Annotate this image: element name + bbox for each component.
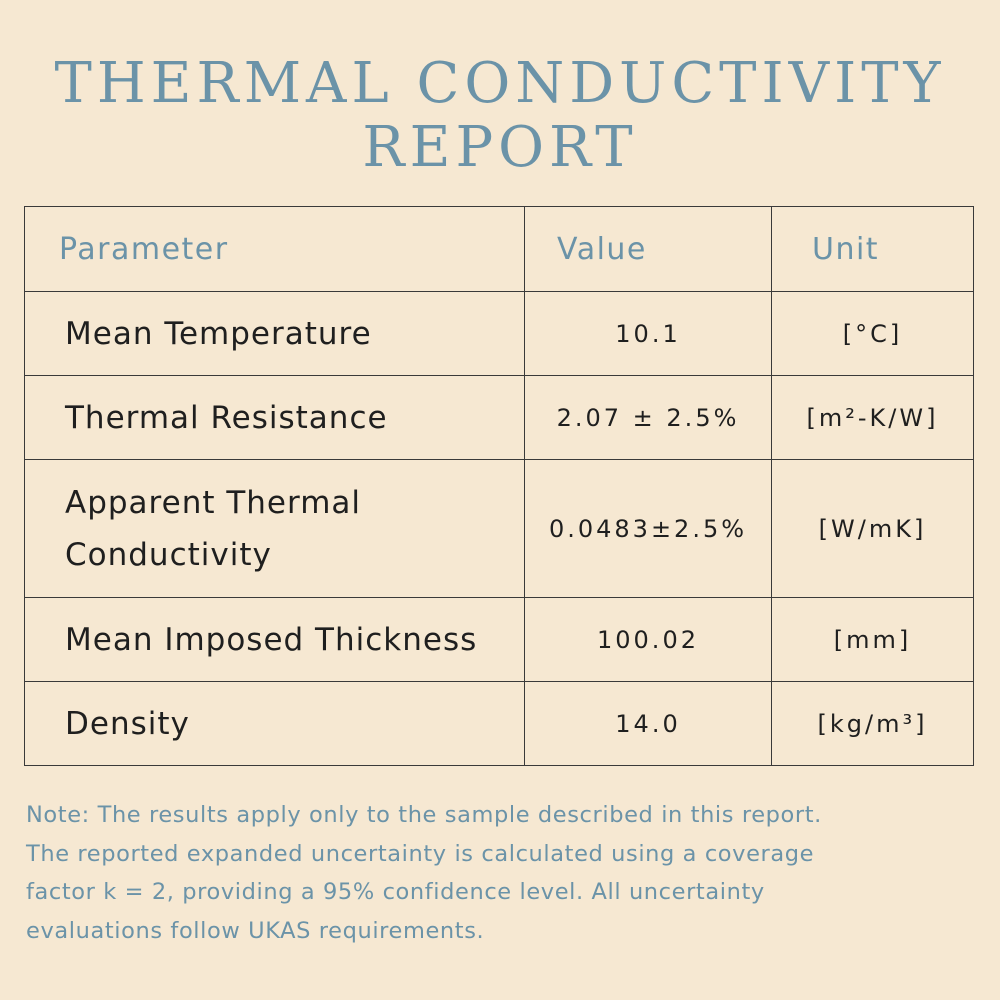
row-value: 2.07 ± 2.5% xyxy=(524,375,772,460)
table-row: Thermal Resistance 2.07 ± 2.5% [m²-K/W] xyxy=(24,375,974,460)
row-parameter-line-2: Conductivity xyxy=(65,536,272,573)
row-value: 10.1 xyxy=(524,291,772,376)
header-parameter: Parameter xyxy=(24,206,525,292)
row-parameter: Mean Imposed Thickness xyxy=(24,597,525,682)
row-unit: [m²-K/W] xyxy=(771,375,974,460)
table-row: Apparent Thermal Conductivity 0.0483±2.5… xyxy=(24,459,974,598)
row-parameter: Apparent Thermal Conductivity xyxy=(24,459,525,598)
table-row: Mean Imposed Thickness 100.02 [mm] xyxy=(24,597,974,682)
row-value: 0.0483±2.5% xyxy=(524,459,772,598)
report-title-line-1: THERMAL CONDUCTIVITY xyxy=(54,51,946,116)
row-parameter: Density xyxy=(24,681,525,766)
row-value: 14.0 xyxy=(524,681,772,766)
table-header-row: Parameter Value Unit xyxy=(24,206,974,292)
row-parameter: Thermal Resistance xyxy=(24,375,525,460)
footnote-line-2: The reported expanded uncertainty is cal… xyxy=(26,840,815,867)
report-title-line-2: REPORT xyxy=(362,115,638,180)
footnote: Note: The results apply only to the samp… xyxy=(26,796,966,950)
table-row: Mean Temperature 10.1 [°C] xyxy=(24,291,974,376)
row-value: 100.02 xyxy=(524,597,772,682)
footnote-line-3: factor k = 2, providing a 95% confidence… xyxy=(26,879,765,905)
footnote-line-4: evaluations follow UKAS requirements. xyxy=(26,917,485,944)
footnote-line-1: Note: The results apply only to the samp… xyxy=(26,802,822,828)
header-unit: Unit xyxy=(771,206,974,292)
report-title: THERMAL CONDUCTIVITY REPORT xyxy=(0,52,1000,180)
row-unit: [W/mK] xyxy=(771,459,974,598)
row-unit: [mm] xyxy=(771,597,974,682)
results-table: Parameter Value Unit Mean Temperature 10… xyxy=(24,206,974,766)
row-unit: [kg/m³] xyxy=(771,681,974,766)
row-parameter-line-1: Apparent Thermal xyxy=(65,484,362,521)
row-unit: [°C] xyxy=(771,291,974,376)
table-row: Density 14.0 [kg/m³] xyxy=(24,681,974,766)
header-value: Value xyxy=(524,206,772,292)
row-parameter: Mean Temperature xyxy=(24,291,525,376)
